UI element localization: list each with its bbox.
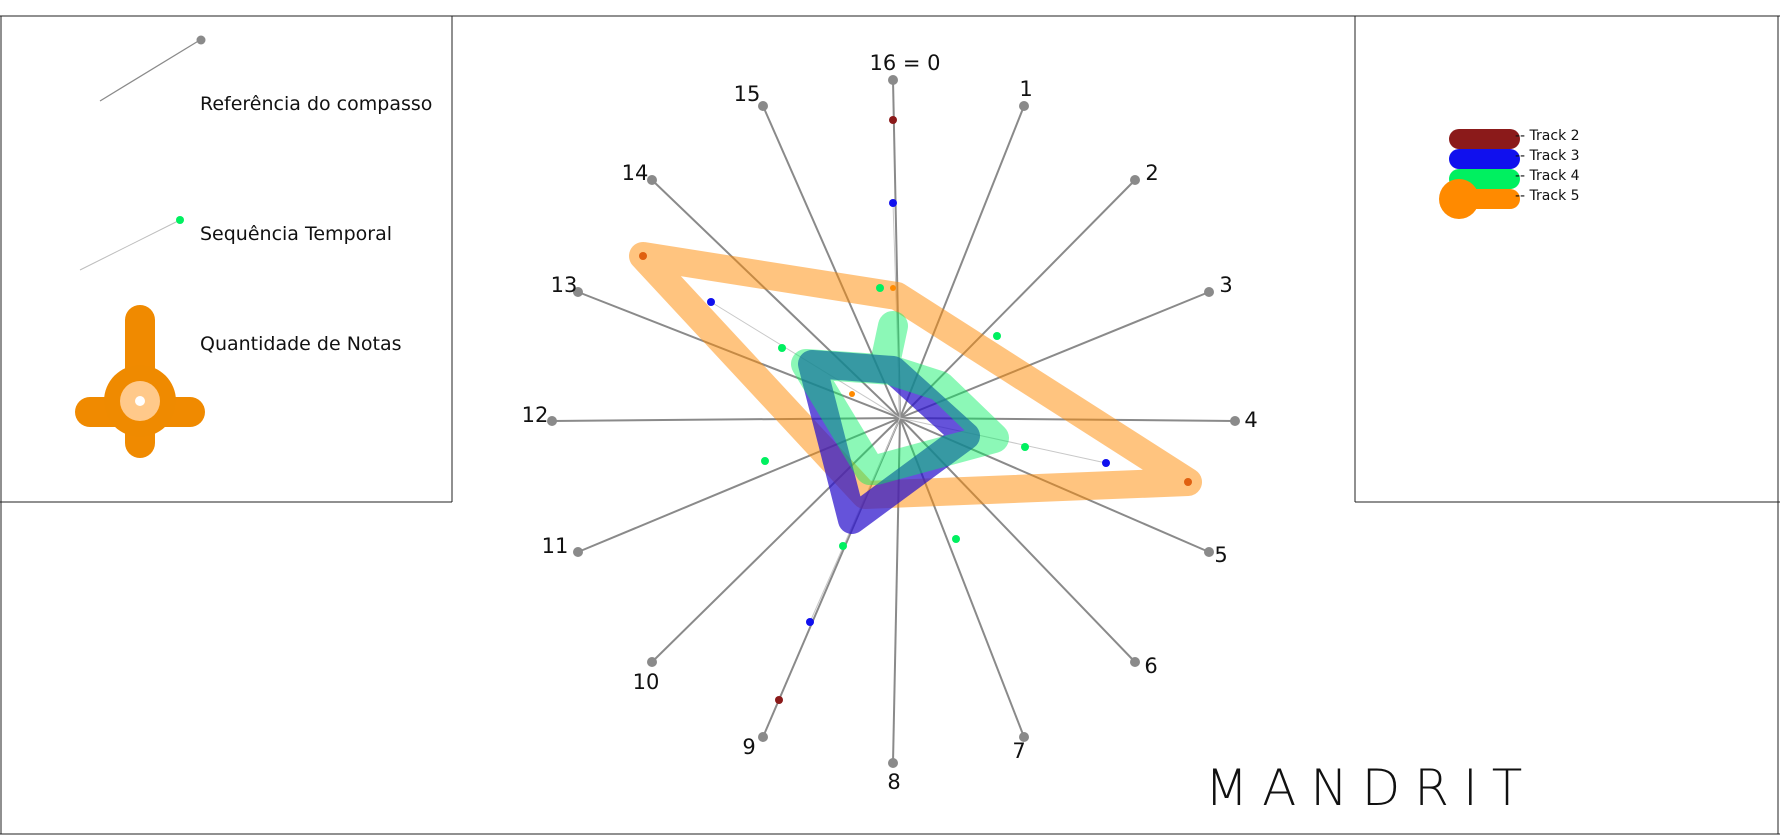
spoke-label-5: 5 (1214, 543, 1227, 567)
reference-dot-icon (196, 35, 206, 45)
track-2-label: -- Track 2 (1515, 128, 1580, 144)
track-3-label: -- Track 3 (1515, 148, 1580, 164)
legend-reference: Referência do compasso (99, 35, 432, 115)
spoke-label-7: 7 (1012, 739, 1025, 763)
track-legend-swatches (1439, 129, 1520, 219)
spoke-label-9: 9 (742, 735, 755, 759)
spoke-label-0: 16 = 0 (869, 51, 940, 75)
mandala: 16 = 0 1 2 3 4 5 6 7 8 9 10 11 12 13 14 … (522, 51, 1258, 794)
spoke-label-13: 13 (551, 273, 578, 297)
track-4-path (791, 311, 1009, 485)
legend-reference-label: Referência do compasso (200, 93, 432, 115)
track-3-path (798, 350, 980, 534)
spoke-label-15: 15 (734, 82, 761, 106)
spoke-endpoints (547, 75, 1240, 768)
brand-wordmark: MANDRIT (1205, 759, 1536, 817)
quantity-center-icon (135, 396, 145, 406)
legend-quantity-label: Quantidade de Notas (200, 333, 402, 355)
frame (0, 15, 1780, 835)
spoke-label-3: 3 (1219, 273, 1232, 297)
note-dots (639, 116, 1192, 704)
spoke-labels: 16 = 0 1 2 3 4 5 6 7 8 9 10 11 12 13 14 … (522, 51, 1258, 794)
track-5-label: -- Track 5 (1515, 188, 1580, 204)
sequence-dot-icon (176, 216, 184, 224)
spoke-label-4: 4 (1244, 408, 1257, 432)
legend-panel: Referência do compasso Sequência Tempora… (75, 35, 432, 458)
spoke-label-10: 10 (633, 670, 660, 694)
spoke-label-11: 11 (542, 534, 569, 558)
legend-sequence-label: Sequência Temporal (200, 223, 392, 245)
spoke-label-6: 6 (1144, 654, 1157, 678)
legend-quantity: Quantidade de Notas (75, 305, 402, 458)
spoke-label-12: 12 (522, 403, 549, 427)
spoke-label-14: 14 (622, 161, 649, 185)
spoke-label-8: 8 (887, 770, 900, 794)
track-4-label: -- Track 4 (1515, 168, 1580, 184)
legend-sequence: Sequência Temporal (79, 216, 392, 271)
spoke-label-1: 1 (1019, 77, 1032, 101)
sequence-lines (710, 202, 1107, 623)
track-legend: -- Track 2 -- Track 3 -- Track 4 -- Trac… (1439, 128, 1580, 219)
spoke-label-2: 2 (1145, 161, 1158, 185)
